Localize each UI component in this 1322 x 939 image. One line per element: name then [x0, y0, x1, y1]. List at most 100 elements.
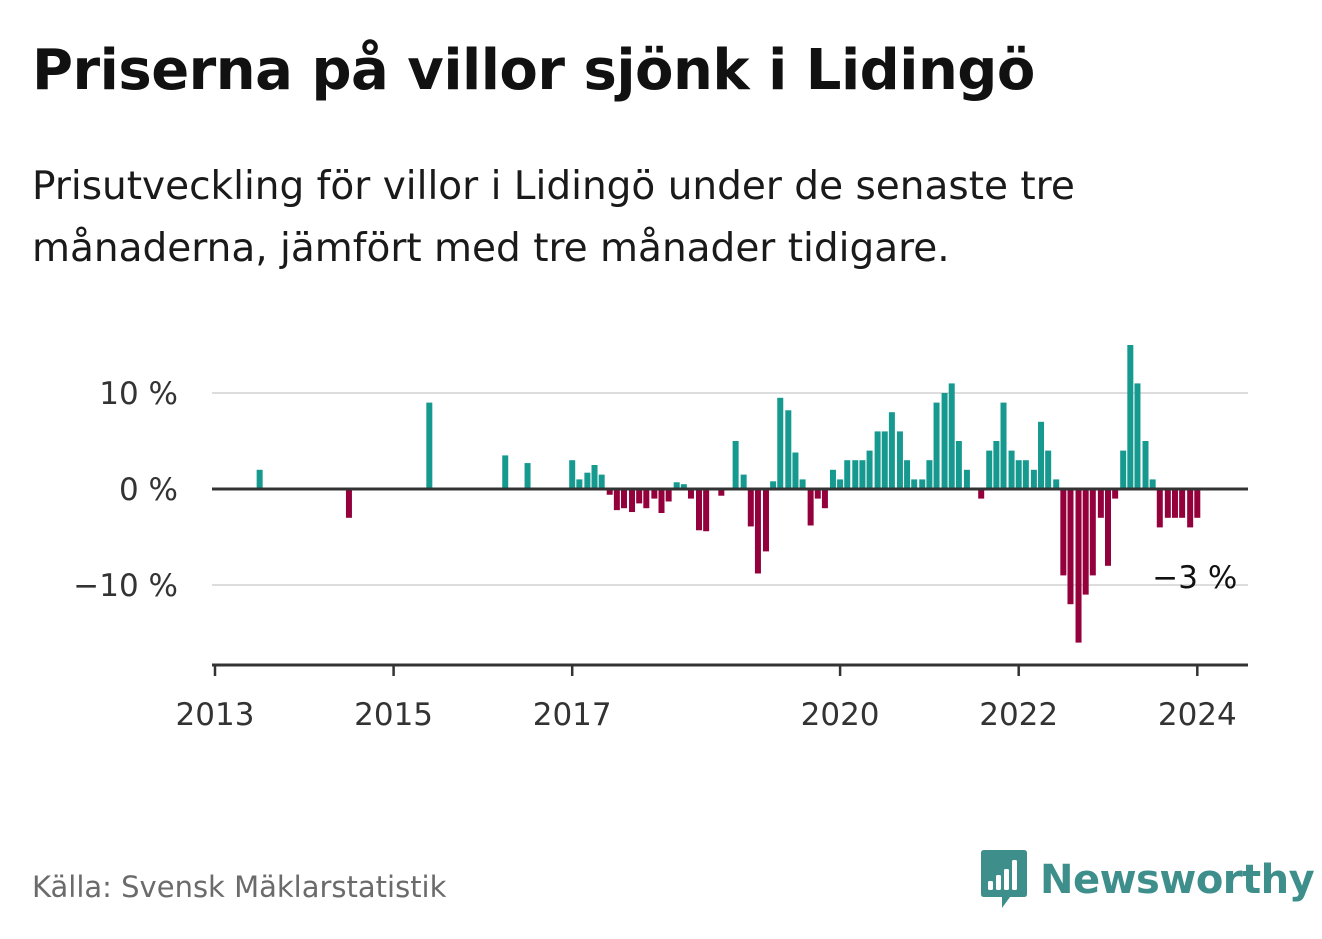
bar-positive: [502, 455, 509, 489]
axes: [212, 487, 1248, 676]
bar-negative: [1156, 489, 1163, 528]
bar-positive: [569, 460, 576, 489]
bar-positive: [584, 472, 591, 489]
bar-positive: [941, 393, 948, 489]
brand-name: Newsworthy: [1040, 857, 1315, 903]
chart-subtitle: Prisutveckling för villor i Lidingö unde…: [32, 164, 1075, 271]
bar-positive: [986, 450, 993, 489]
bar-positive: [598, 474, 605, 489]
grid-lines: [212, 392, 1248, 586]
bar-negative: [1097, 489, 1104, 518]
y-tick-label: 10 %: [99, 376, 178, 412]
bars: [256, 345, 1201, 643]
chart-title: Priserna på villor sjönk i Lidingö: [32, 38, 1035, 103]
bar-positive: [948, 383, 955, 489]
bar-positive: [426, 402, 433, 489]
bar-positive: [799, 479, 806, 489]
bar-positive: [673, 482, 680, 489]
bar-negative: [1105, 489, 1111, 566]
bar-positive: [852, 460, 859, 489]
tick-labels: 10 % 0 % −10 % 2013 2015 2017 2020 2022 2024: [73, 376, 1236, 733]
bar-negative: [1082, 489, 1089, 595]
y-tick-label: −10 %: [73, 568, 178, 604]
bar-positive: [904, 460, 911, 489]
bar-positive: [576, 479, 583, 489]
bar-negative: [606, 489, 613, 495]
bar-negative: [814, 489, 821, 499]
bar-positive: [1015, 460, 1022, 489]
x-tick-label: 2015: [354, 697, 433, 733]
bar-positive: [1053, 479, 1060, 489]
bar-positive: [896, 431, 903, 489]
bar-negative: [1187, 489, 1194, 528]
last-value-label: −3 %: [1152, 560, 1237, 596]
bar-negative: [345, 489, 352, 518]
bar-positive: [866, 450, 873, 489]
source-note: Källa: Svensk Mäklarstatistik: [32, 870, 447, 904]
bar-negative: [718, 489, 725, 496]
bar-positive: [785, 410, 792, 489]
bar-positive: [837, 479, 844, 489]
bar-positive: [955, 441, 962, 489]
bar-positive: [963, 469, 970, 489]
bar-positive: [1045, 450, 1052, 489]
bar-positive: [919, 479, 926, 489]
bar-negative: [1112, 489, 1119, 499]
x-tick-label: 2022: [979, 697, 1058, 733]
bar-positive: [1008, 450, 1015, 489]
bar-positive: [1022, 460, 1029, 489]
brand-logo[interactable]: Newsworthy: [980, 848, 1315, 912]
bar-negative: [978, 489, 985, 499]
bar-positive: [770, 481, 777, 489]
bar-positive: [777, 397, 784, 489]
bar-negative: [687, 489, 694, 499]
bar-positive: [740, 474, 747, 489]
bar-negative: [1194, 489, 1201, 518]
bar-positive: [874, 431, 881, 489]
bar-negative: [821, 489, 828, 509]
x-tick-label: 2020: [801, 697, 880, 733]
bar-positive: [1120, 450, 1127, 489]
bar-negative: [1164, 489, 1171, 518]
bar-positive: [1142, 441, 1149, 489]
bar-positive: [524, 463, 531, 489]
bar-positive: [792, 452, 799, 489]
newsworthy-logo-icon: [981, 850, 1027, 908]
bar-negative: [1089, 489, 1096, 576]
bar-positive: [993, 441, 1000, 489]
bar-positive: [888, 412, 895, 489]
bar-positive: [933, 402, 940, 489]
bar-negative: [1179, 489, 1186, 518]
bar-negative: [762, 489, 769, 552]
bar-negative: [807, 489, 814, 526]
bar-positive: [859, 460, 866, 489]
bar-negative: [754, 489, 761, 574]
bar-negative: [1171, 489, 1178, 518]
x-tick-label: 2024: [1158, 697, 1237, 733]
bar-negative: [1060, 489, 1067, 576]
bar-positive: [1127, 345, 1134, 489]
bar-negative: [643, 489, 650, 509]
bar-negative: [696, 489, 703, 531]
x-tick-label: 2017: [533, 697, 612, 733]
bar-positive: [829, 469, 836, 489]
bar-negative: [1075, 489, 1082, 643]
bar-positive: [1038, 421, 1045, 489]
bar-positive: [1030, 469, 1037, 489]
bar-negative: [747, 489, 754, 527]
bar-negative: [703, 489, 710, 532]
bar-negative: [1067, 489, 1074, 605]
bar-negative: [613, 489, 620, 511]
x-tick-label: 2013: [176, 697, 255, 733]
bar-positive: [926, 460, 933, 489]
bar-negative: [636, 489, 643, 504]
bar-positive: [911, 479, 918, 489]
bar-positive: [1134, 383, 1141, 489]
bar-positive: [256, 469, 263, 489]
bar-positive: [1000, 402, 1007, 489]
bar-negative: [651, 489, 658, 499]
bar-positive: [680, 484, 687, 489]
bar-positive: [881, 431, 888, 489]
annotations: −3 %: [1152, 560, 1237, 596]
